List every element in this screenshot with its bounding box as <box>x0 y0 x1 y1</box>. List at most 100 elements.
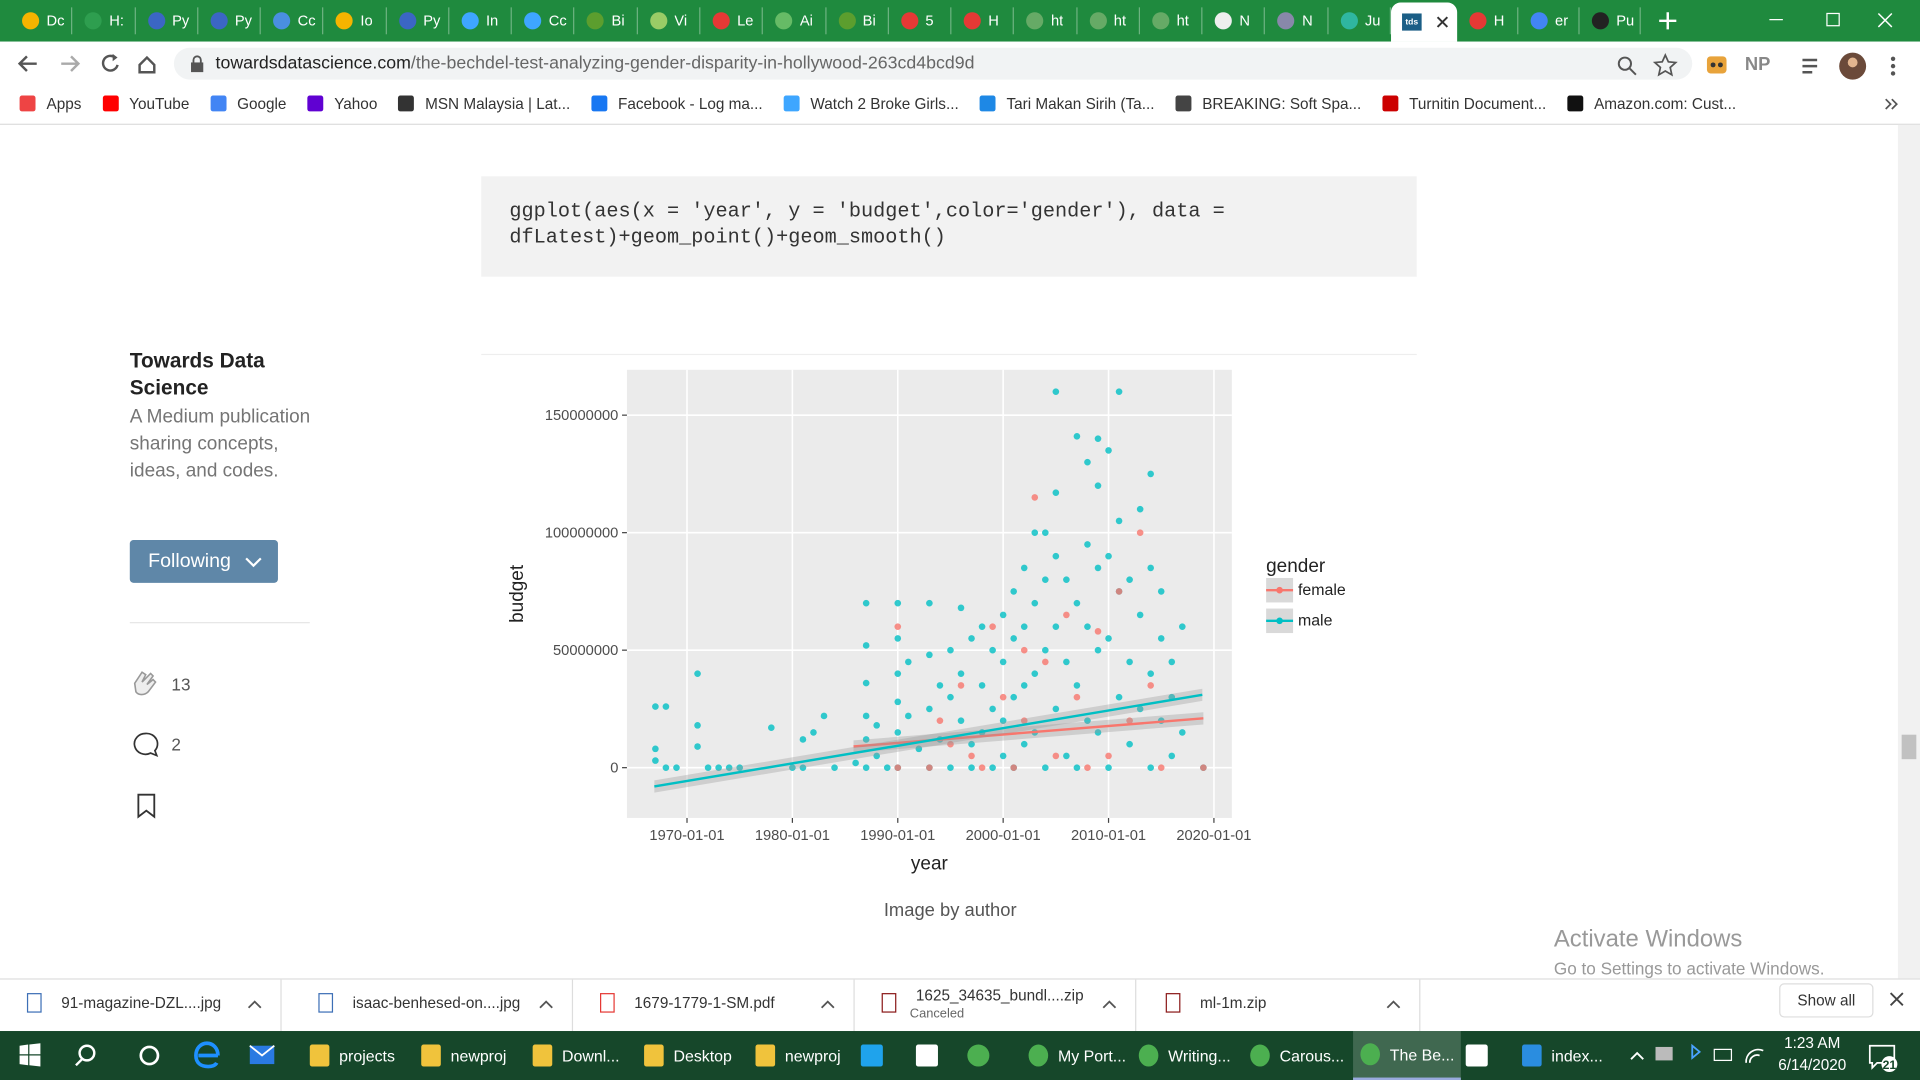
clap-icon[interactable] <box>127 666 161 700</box>
bookmark[interactable]: Watch 2 Broke Girls... <box>783 95 959 112</box>
bookmark-icon[interactable] <box>135 792 159 819</box>
tab[interactable]: Cc <box>512 7 575 35</box>
tab[interactable]: ht <box>1077 7 1140 35</box>
file-name: 1625_34635_bundl....zip <box>915 986 1084 1005</box>
tab[interactable]: H <box>1457 7 1519 35</box>
bookmark[interactable]: Facebook - Log ma... <box>591 95 763 112</box>
bookmark[interactable]: Tari Makan Sirih (Ta... <box>979 95 1154 112</box>
tab[interactable]: N <box>1265 7 1329 35</box>
scrollbar[interactable] <box>1897 124 1920 979</box>
tab[interactable]: In <box>449 7 513 35</box>
point <box>915 745 923 753</box>
tab[interactable]: H: <box>73 7 136 35</box>
profile-extension[interactable]: NP <box>1744 53 1771 75</box>
tab[interactable]: Pu <box>1580 7 1641 35</box>
point <box>926 651 933 659</box>
download-item[interactable]: 1679-1779-1-SM.pdf <box>573 979 855 1033</box>
toolbar-right[interactable] <box>1798 51 1908 80</box>
download-menu[interactable] <box>247 998 262 1010</box>
point <box>652 757 659 764</box>
pinned-app[interactable] <box>1465 1044 1488 1067</box>
comment-icon[interactable] <box>132 731 161 760</box>
notification-icon[interactable] <box>1866 1041 1898 1073</box>
download-item[interactable]: ml-1m.zip <box>1139 979 1421 1033</box>
download-item[interactable]: 1625_34635_bundl....zip Canceled <box>855 979 1137 1033</box>
tab[interactable]: H <box>951 7 1015 35</box>
publication-name[interactable]: Towards Data Science <box>129 348 265 400</box>
bookmark[interactable]: YouTube <box>102 95 189 112</box>
bookmark[interactable]: Amazon.com: Cust... <box>1567 95 1736 112</box>
app-label: newproj <box>784 1046 841 1065</box>
bookmark[interactable]: Yahoo <box>307 95 377 112</box>
tab[interactable]: Le <box>700 7 764 35</box>
taskbar-start-icons[interactable] <box>0 1031 300 1080</box>
new-tab-button[interactable] <box>1653 7 1682 34</box>
show-all-button[interactable]: Show all <box>1779 983 1874 1018</box>
tab[interactable]: er <box>1518 7 1580 35</box>
scrollbar-thumb[interactable] <box>1901 734 1917 760</box>
bookmark-label: Facebook - Log ma... <box>618 94 763 113</box>
omnibox-icons[interactable] <box>1614 51 1687 78</box>
close-downloads[interactable] <box>1887 989 1907 1009</box>
extension-icon[interactable] <box>1704 53 1728 77</box>
tab[interactable]: Dc <box>10 7 73 35</box>
download-item[interactable]: 91-magazine-DZL....jpg <box>0 979 282 1033</box>
taskbar-item[interactable]: My Port... <box>1021 1031 1129 1080</box>
omnibox[interactable] <box>173 47 1693 80</box>
tab[interactable]: Ju <box>1328 7 1391 35</box>
download-item[interactable]: isaac-benhesed-on....jpg <box>291 979 574 1033</box>
point <box>957 682 965 689</box>
download-menu[interactable] <box>1102 998 1117 1010</box>
app-icon <box>421 1044 441 1067</box>
bookmark[interactable]: Google <box>210 95 286 112</box>
pinned-app[interactable] <box>860 1044 883 1067</box>
nav-buttons[interactable] <box>10 47 169 81</box>
pinned-app[interactable] <box>967 1044 990 1067</box>
tab[interactable]: ht <box>1140 7 1203 35</box>
download-menu[interactable] <box>539 998 554 1010</box>
tab[interactable]: Bi <box>826 7 889 35</box>
taskbar-item[interactable]: newproj <box>414 1031 522 1080</box>
tab[interactable]: ht <box>1014 7 1078 35</box>
tab[interactable]: Py <box>198 7 261 35</box>
tab[interactable]: Py <box>135 7 199 35</box>
bookmarks-overflow[interactable] <box>1882 96 1899 113</box>
tab[interactable]: Py <box>386 7 450 35</box>
tab[interactable]: Ai <box>763 7 826 35</box>
point <box>968 752 975 760</box>
system-tray[interactable] <box>1626 1031 1775 1080</box>
point <box>894 698 902 706</box>
pinned-app[interactable] <box>915 1044 938 1067</box>
download-menu[interactable] <box>1386 998 1401 1010</box>
download-menu[interactable] <box>820 998 835 1010</box>
clock-date[interactable]: 6/14/2020 <box>1778 1056 1847 1074</box>
taskbar-item[interactable]: Writing... <box>1131 1031 1239 1080</box>
window-controls[interactable] <box>1751 0 1920 42</box>
tab[interactable]: Io <box>324 7 387 35</box>
tab[interactable]: Bi <box>575 7 638 35</box>
taskbar-item[interactable]: Carous... <box>1243 1031 1351 1080</box>
bookmark[interactable]: BREAKING: Soft Spa... <box>1175 95 1361 112</box>
tab-favicon <box>838 12 856 30</box>
clock-time[interactable]: 1:23 AM <box>1784 1034 1841 1052</box>
tab[interactable]: 5 <box>889 7 952 35</box>
tab[interactable]: tds <box>1390 2 1458 42</box>
taskbar-item[interactable]: projects <box>302 1031 410 1080</box>
follow-button[interactable]: Following <box>129 540 278 583</box>
taskbar-item[interactable]: newproj <box>748 1031 856 1080</box>
taskbar-item[interactable]: Desktop <box>637 1031 745 1080</box>
bookmark[interactable]: Turnitin Document... <box>1382 95 1546 112</box>
tab-title: Ju <box>1364 12 1381 30</box>
bookmark[interactable]: MSN Malaysia | Lat... <box>398 95 570 112</box>
tab[interactable]: Vi <box>638 7 701 35</box>
taskbar-item[interactable]: Downl... <box>525 1031 633 1080</box>
taskbar-item[interactable]: index... <box>1515 1031 1613 1080</box>
bookmark[interactable]: Apps <box>19 95 81 112</box>
tab[interactable]: N <box>1203 7 1266 35</box>
tab-close[interactable] <box>1434 13 1451 30</box>
point <box>1094 628 1102 635</box>
taskbar-item[interactable]: The Be... <box>1353 1031 1461 1080</box>
tab[interactable]: Cc <box>261 7 324 35</box>
app-label: projects <box>339 1046 395 1065</box>
point <box>799 736 807 743</box>
